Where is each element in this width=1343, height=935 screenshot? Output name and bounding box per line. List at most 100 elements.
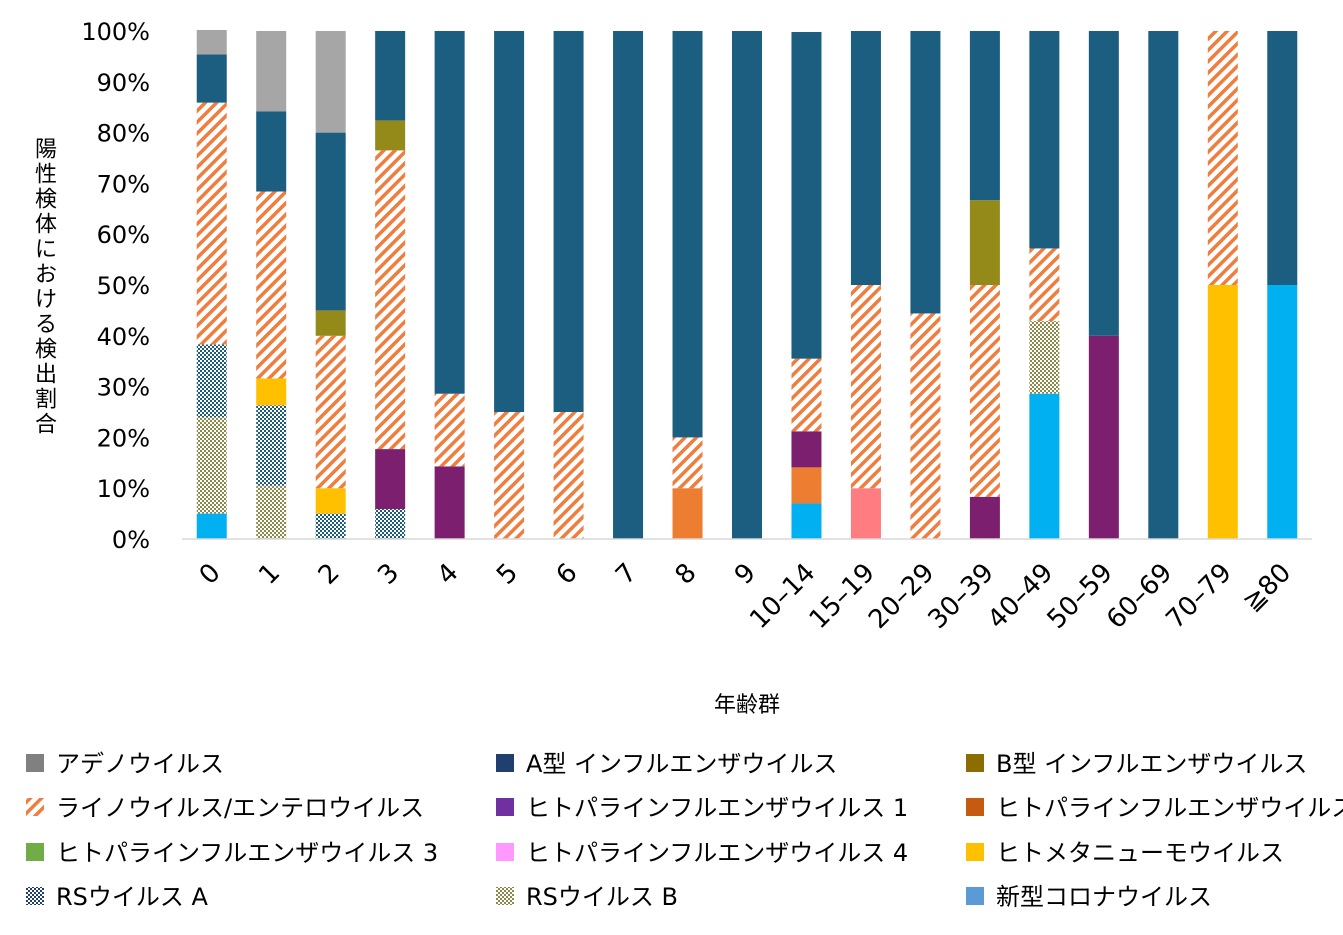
bar-segment <box>315 335 346 489</box>
x-tick-label: 5 <box>491 558 524 591</box>
legend-label: RSウイルス B <box>526 883 678 911</box>
bar-segment <box>553 412 584 539</box>
bar-segment <box>791 503 822 539</box>
bar-segment <box>732 31 762 539</box>
x-tick-label: 8 <box>670 558 703 591</box>
y-tick-label: 100% <box>81 18 150 46</box>
bar-segment <box>672 488 703 539</box>
legend-swatch <box>966 887 984 905</box>
bar-segment <box>553 31 584 412</box>
bar-segment <box>494 31 525 412</box>
x-tick-label: 4 <box>432 558 465 591</box>
legend-swatch <box>26 887 44 905</box>
y-axis-title-char: 性 <box>35 163 57 188</box>
bar-segment <box>315 513 346 539</box>
x-tick-label: 20–29 <box>863 558 940 635</box>
legend-label: アデノウイルス <box>56 750 224 778</box>
legend-label: 新型コロナウイルス <box>996 883 1212 911</box>
bar-segment <box>1207 31 1238 285</box>
y-tick-label: 50% <box>97 272 150 300</box>
bar-segment <box>1148 31 1179 539</box>
bar-segment <box>1088 31 1119 336</box>
bar-segment <box>196 102 227 345</box>
bar-segment <box>196 513 227 539</box>
legend-label: ライノウイルス/エンテロウイルス <box>56 794 424 822</box>
y-tick-label: 20% <box>97 424 150 452</box>
bar-segment <box>315 310 346 336</box>
x-tick-label: 0 <box>194 558 227 591</box>
legend-label: ヒトメタニューモウイルス <box>996 839 1284 867</box>
bar-segment <box>969 31 1000 201</box>
bar-segment <box>1088 335 1119 539</box>
bar-segment <box>375 31 406 121</box>
y-tick-label: 70% <box>97 170 150 198</box>
y-axis-title-char: る <box>35 313 57 338</box>
bar-segment <box>969 200 1000 285</box>
y-axis-title-char: お <box>35 263 57 288</box>
bar-segment <box>375 509 406 539</box>
y-axis-title-char: 陽 <box>35 138 57 163</box>
y-tick-label: 40% <box>97 323 150 351</box>
y-axis-title-char: 検 <box>35 188 57 213</box>
bar-segment <box>1029 31 1060 249</box>
legend-swatch <box>496 887 514 905</box>
legend-swatch <box>966 754 984 772</box>
bar-segment <box>434 31 465 394</box>
bar-segment <box>850 488 881 539</box>
x-tick-label: 6 <box>551 558 584 591</box>
y-tick-label: 80% <box>97 120 150 148</box>
legend-swatch <box>26 754 44 772</box>
x-tick-label: 40–49 <box>982 558 1059 635</box>
y-axis-title-char: け <box>35 288 57 313</box>
legend-label: ヒトパラインフルエンザウイルス 2 <box>996 794 1343 822</box>
y-axis-title-char: 合 <box>35 413 57 438</box>
legend-swatch <box>966 798 984 816</box>
x-tick-label: 3 <box>372 558 405 591</box>
bar-segment <box>969 285 1000 497</box>
bar-segment <box>375 120 406 151</box>
y-tick-label: 0% <box>112 526 150 554</box>
bar-segment <box>1029 393 1060 539</box>
x-axis-ticks: 0 1 2 3 4 5 6 7 8 910–1415–1920–2930–3940–4950–59… <box>194 558 1297 635</box>
y-axis-title-char: 出 <box>35 363 57 388</box>
bar-segment <box>196 54 227 103</box>
legend-label: ヒトパラインフルエンザウイルス 4 <box>526 839 908 867</box>
y-axis-title-char: 割 <box>35 388 57 413</box>
legend-label: ヒトパラインフルエンザウイルス 3 <box>56 839 438 867</box>
bar-segment <box>196 417 227 514</box>
bar-segment <box>256 378 287 406</box>
x-tick-label: 2 <box>313 558 346 591</box>
bar-segment <box>196 29 227 55</box>
bar-segment <box>434 466 465 539</box>
x-tick-label: 7 <box>610 558 643 591</box>
legend-swatch <box>26 843 44 861</box>
x-axis-title: 年齢群 <box>714 693 780 718</box>
bar-segment <box>1207 285 1238 539</box>
bar-segment <box>434 393 465 467</box>
x-tick-label: ≧80 <box>1237 558 1297 618</box>
bar-segment <box>1267 31 1298 285</box>
bar-segment <box>256 31 287 112</box>
legend: アデノウイルス A型 インフルエンザウイルス B型 インフルエンザウイルスライノウイ… <box>26 750 1343 911</box>
y-tick-label: 30% <box>97 374 150 402</box>
bar-segment <box>375 449 406 510</box>
legend-swatch <box>496 798 514 816</box>
bar-segment <box>256 111 287 192</box>
bar-segment <box>791 32 822 359</box>
y-tick-label: 60% <box>97 221 150 249</box>
bar-segment <box>375 150 406 450</box>
bar-segment <box>1029 321 1060 394</box>
bar-segment <box>1029 248 1060 322</box>
bar-segment <box>196 344 227 418</box>
legend-swatch <box>496 843 514 861</box>
bar-segment <box>969 496 1000 539</box>
x-tick-label: 50–59 <box>1042 558 1119 635</box>
bar-segment <box>256 191 287 379</box>
y-tick-label: 10% <box>97 475 150 503</box>
bar-segment <box>494 412 525 539</box>
bar-segment <box>256 485 287 539</box>
y-axis-title-char: 体 <box>35 213 57 238</box>
legend-label: ヒトパラインフルエンザウイルス 1 <box>526 794 908 822</box>
